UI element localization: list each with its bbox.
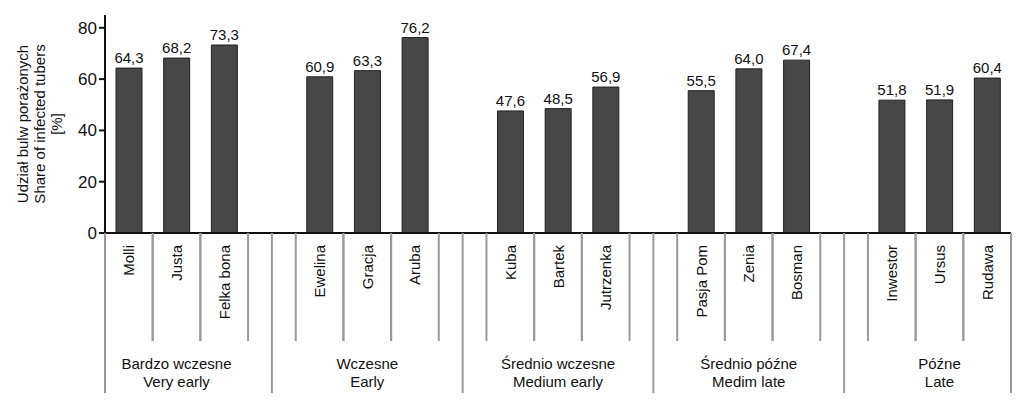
svg-text:Bardzo wczesne: Bardzo wczesne (121, 355, 231, 372)
svg-text:Justa: Justa (168, 244, 185, 281)
svg-text:Średnio wczesne: Średnio wczesne (501, 355, 615, 372)
svg-text:48,5: 48,5 (544, 90, 573, 107)
svg-text:Ursus: Ursus (931, 245, 948, 284)
svg-text:51,8: 51,8 (877, 81, 906, 98)
svg-text:[%]: [%] (48, 113, 65, 135)
svg-text:40: 40 (78, 121, 97, 140)
svg-text:60,4: 60,4 (973, 59, 1002, 76)
svg-text:Ewelina: Ewelina (311, 244, 328, 297)
svg-text:Medim late: Medim late (712, 373, 785, 390)
svg-text:Share of infected tubers: Share of infected tubers (31, 44, 48, 203)
svg-text:Gracja: Gracja (359, 244, 376, 289)
svg-text:Very early: Very early (143, 373, 210, 390)
svg-text:64,0: 64,0 (734, 50, 763, 67)
svg-text:63,3: 63,3 (353, 52, 382, 69)
svg-text:Rudawa: Rudawa (979, 244, 996, 300)
svg-text:60: 60 (78, 70, 97, 89)
svg-text:0: 0 (88, 224, 97, 243)
svg-text:67,4: 67,4 (782, 41, 811, 58)
svg-text:73,3: 73,3 (210, 26, 239, 43)
svg-text:Bartek: Bartek (550, 245, 567, 289)
svg-text:68,2: 68,2 (162, 39, 191, 56)
svg-text:Aruba: Aruba (406, 244, 423, 285)
svg-text:Late: Late (925, 373, 954, 390)
svg-text:Pasja Pom: Pasja Pom (693, 245, 710, 318)
svg-text:80: 80 (78, 19, 97, 38)
svg-text:Wczesne: Wczesne (336, 355, 398, 372)
svg-text:47,6: 47,6 (496, 92, 525, 109)
svg-text:56,9: 56,9 (591, 68, 620, 85)
svg-text:Inwestor: Inwestor (883, 245, 900, 302)
svg-text:Późne: Późne (918, 355, 961, 372)
svg-text:Felka bona: Felka bona (216, 244, 233, 319)
svg-text:60,9: 60,9 (305, 58, 334, 75)
svg-text:Jutrzenka: Jutrzenka (597, 244, 614, 310)
svg-text:Średnio późne: Średnio późne (700, 355, 797, 372)
svg-text:64,3: 64,3 (114, 49, 143, 66)
svg-text:55,5: 55,5 (687, 72, 716, 89)
svg-text:Kuba: Kuba (502, 244, 519, 280)
svg-text:Early: Early (350, 373, 385, 390)
svg-text:Molli: Molli (120, 245, 137, 276)
svg-text:20: 20 (78, 173, 97, 192)
svg-text:Zenia: Zenia (740, 244, 757, 282)
svg-text:51,9: 51,9 (925, 81, 954, 98)
svg-text:Udział bulw porażonych: Udział bulw porażonych (14, 45, 31, 203)
svg-text:Bosman: Bosman (788, 245, 805, 300)
svg-text:Medium early: Medium early (513, 373, 604, 390)
svg-text:76,2: 76,2 (401, 19, 430, 36)
